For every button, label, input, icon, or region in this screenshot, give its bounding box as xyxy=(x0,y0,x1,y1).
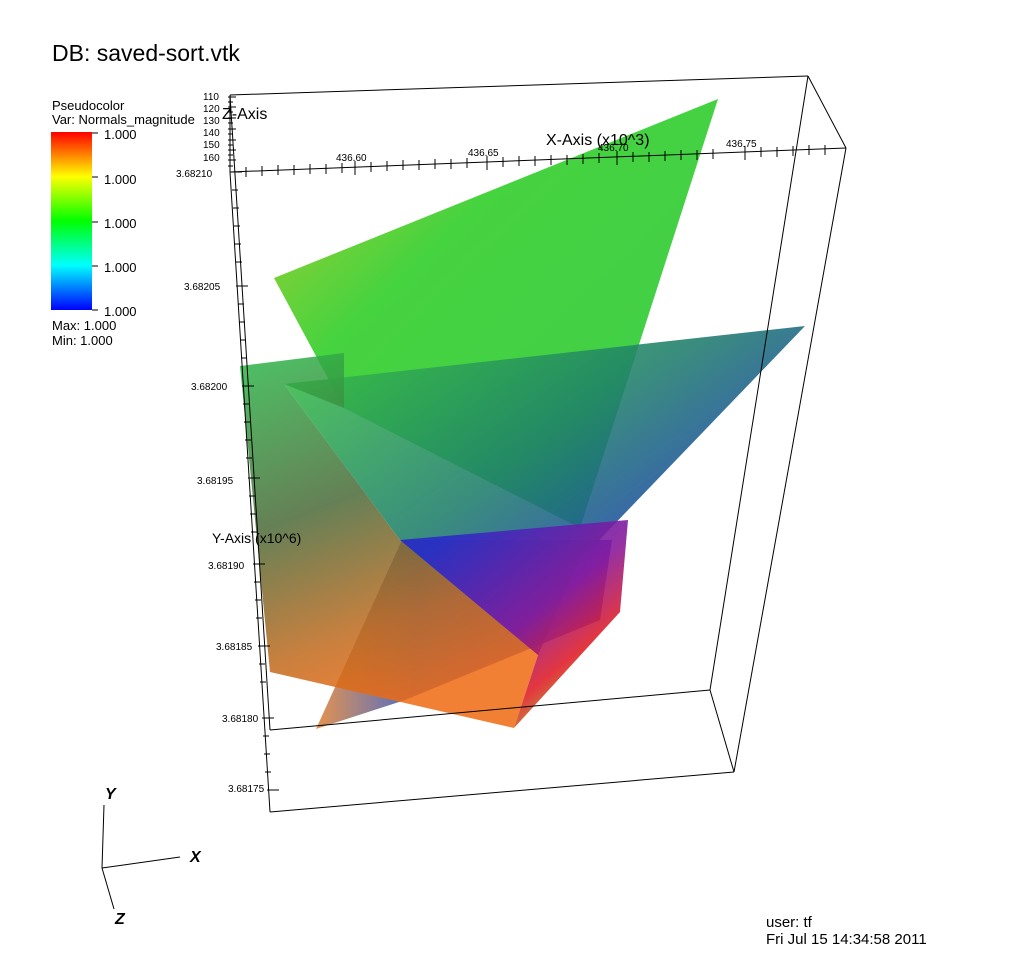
legend-variable: Var: Normals_magnitude xyxy=(52,112,195,127)
surface-middle-sheet xyxy=(284,326,805,655)
y-tick-label: 3.68190 xyxy=(208,561,245,572)
y-tick-label: 3.68205 xyxy=(184,282,221,293)
triad-y-label: Y xyxy=(105,786,117,803)
z-tick-label: 160 xyxy=(203,153,220,164)
z-tick-label: 150 xyxy=(203,140,220,151)
x-tick-label: 436.60 xyxy=(336,153,367,164)
y-tick-label: 3.68195 xyxy=(197,476,234,487)
surface-front-sheet xyxy=(240,353,538,728)
y-tick-label: 3.68175 xyxy=(228,784,265,795)
legend-tick-label: 1.000 xyxy=(104,216,137,231)
database-title: DB: saved-sort.vtk xyxy=(52,40,240,66)
x-axis-title: X-Axis (x10^3) xyxy=(546,132,650,149)
x-axis-ticks xyxy=(245,145,826,177)
x-tick-label: 436.70 xyxy=(598,143,629,154)
triad-x-label: X xyxy=(189,849,202,866)
y-tick-label: 3.68210 xyxy=(176,169,213,180)
legend-tick-label: 1.000 xyxy=(104,172,137,187)
x-tick-label: 436.65 xyxy=(468,148,499,159)
z-tick-label: 120 xyxy=(203,104,220,115)
date-annotation: Fri Jul 15 14:34:58 2011 xyxy=(766,931,927,948)
y-axis-title: Y-Axis (x10^6) xyxy=(212,530,301,546)
y-tick-label: 3.68185 xyxy=(216,642,253,653)
legend-colorbar xyxy=(51,132,92,310)
triad-z-label: Z xyxy=(114,911,126,928)
legend-min: Min: 1.000 xyxy=(52,333,113,348)
legend-tick-label: 1.000 xyxy=(104,304,137,319)
y-axis-ticks xyxy=(230,171,279,791)
legend-tick-label: 1.000 xyxy=(104,127,137,142)
legend-plot-type: Pseudocolor xyxy=(52,98,125,113)
surface-purple-wedge xyxy=(400,520,628,728)
legend-max: Max: 1.000 xyxy=(52,318,117,333)
y-tick-label: 3.68200 xyxy=(191,382,228,393)
y-tick-label: 3.68180 xyxy=(222,714,259,725)
user-annotation: user: tf xyxy=(766,914,812,931)
legend-tick-label: 1.000 xyxy=(104,260,137,275)
z-tick-label: 130 xyxy=(203,116,220,127)
z-axis-ticks xyxy=(228,96,236,167)
bounding-box xyxy=(229,75,847,813)
z-axis-title: Z-Axis xyxy=(222,106,267,123)
legend-tick-marks xyxy=(92,132,98,311)
z-tick-label: 110 xyxy=(203,92,219,103)
orientation-triad xyxy=(101,804,181,910)
z-tick-label: 140 xyxy=(203,128,220,139)
x-tick-label: 436.75 xyxy=(726,139,757,150)
